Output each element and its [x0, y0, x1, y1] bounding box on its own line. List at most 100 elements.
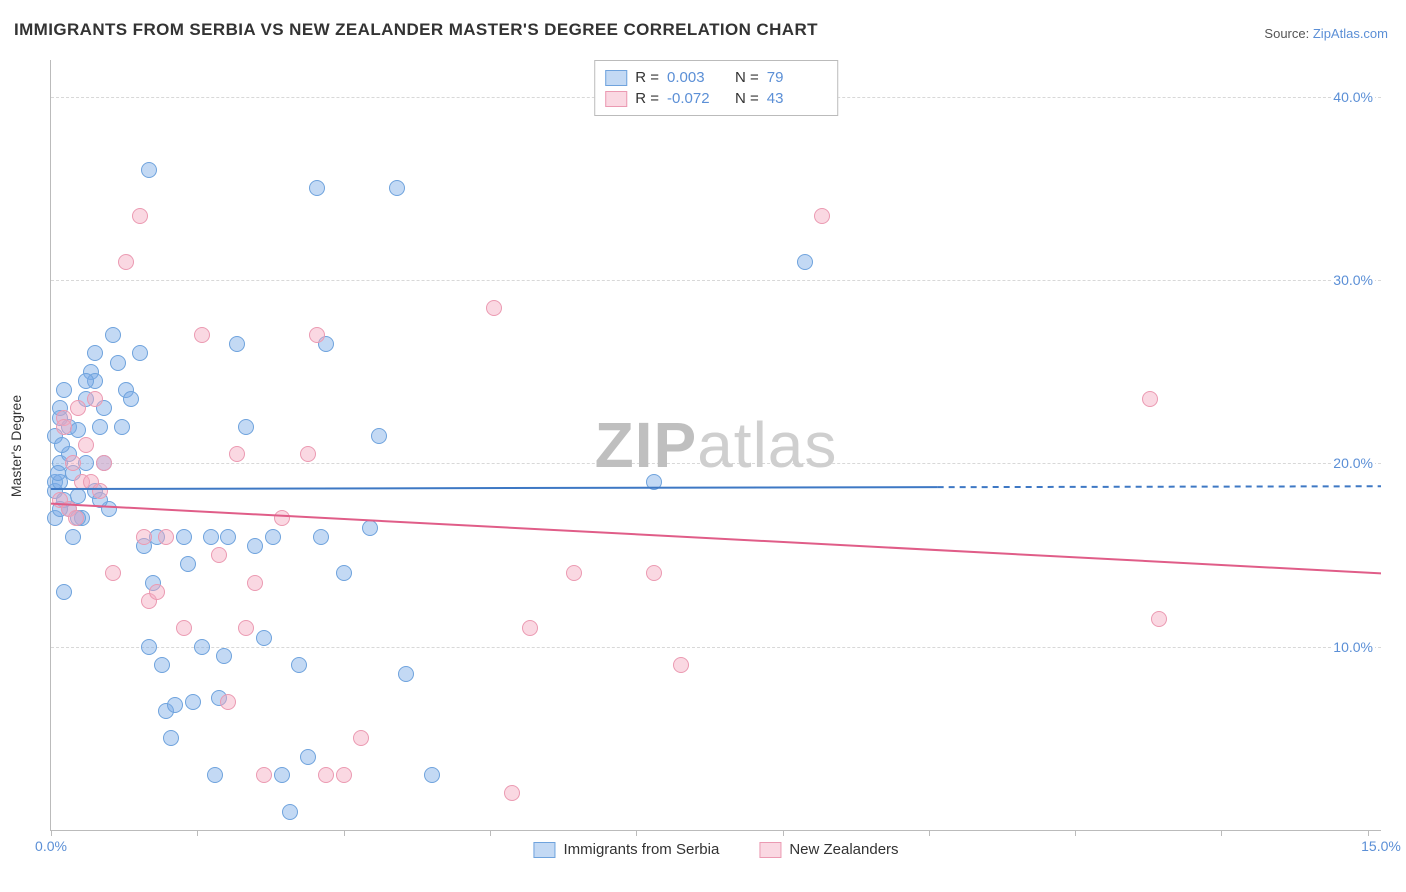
- scatter-point: [274, 767, 290, 783]
- scatter-point: [336, 767, 352, 783]
- legend-swatch-series-0: [533, 842, 555, 858]
- scatter-point: [211, 547, 227, 563]
- scatter-point: [207, 767, 223, 783]
- scatter-point: [132, 345, 148, 361]
- scatter-point: [185, 694, 201, 710]
- scatter-point: [70, 400, 86, 416]
- watermark: ZIPatlas: [595, 408, 838, 482]
- bottom-legend-label-0: Immigrants from Serbia: [563, 841, 719, 858]
- scatter-point: [238, 419, 254, 435]
- x-tick-mark: [636, 830, 637, 836]
- scatter-point: [398, 666, 414, 682]
- watermark-rest: atlas: [697, 409, 837, 481]
- source-link[interactable]: ZipAtlas.com: [1313, 26, 1388, 41]
- scatter-point: [309, 180, 325, 196]
- scatter-point: [300, 749, 316, 765]
- legend-r-value-0: 0.003: [667, 69, 727, 86]
- scatter-point: [65, 529, 81, 545]
- plot-area: ZIPatlas R = 0.003 N = 79 R = -0.072 N =…: [50, 60, 1381, 831]
- x-tick-mark: [490, 830, 491, 836]
- scatter-point: [504, 785, 520, 801]
- scatter-point: [141, 162, 157, 178]
- scatter-point: [318, 767, 334, 783]
- scatter-point: [1142, 391, 1158, 407]
- chart-container: IMMIGRANTS FROM SERBIA VS NEW ZEALANDER …: [0, 0, 1406, 892]
- scatter-point: [114, 419, 130, 435]
- y-tick-label: 20.0%: [1331, 455, 1375, 471]
- bottom-legend-item: Immigrants from Serbia: [533, 841, 719, 858]
- scatter-point: [797, 254, 813, 270]
- scatter-point: [522, 620, 538, 636]
- legend-n-value-0: 79: [767, 69, 827, 86]
- scatter-point: [56, 382, 72, 398]
- scatter-point: [141, 639, 157, 655]
- x-tick-mark: [51, 830, 52, 836]
- trend-lines-layer: [51, 60, 1381, 830]
- scatter-point: [220, 529, 236, 545]
- scatter-point: [123, 391, 139, 407]
- scatter-point: [216, 648, 232, 664]
- scatter-point: [300, 446, 316, 462]
- bottom-legend-label-1: New Zealanders: [789, 841, 898, 858]
- scatter-point: [203, 529, 219, 545]
- y-tick-label: 40.0%: [1331, 89, 1375, 105]
- scatter-point: [87, 345, 103, 361]
- y-axis-label: Master's Degree: [8, 395, 24, 497]
- legend-swatch-series-1: [605, 91, 627, 107]
- watermark-bold: ZIP: [595, 409, 698, 481]
- source-label: Source:: [1264, 26, 1309, 41]
- gridline: [51, 647, 1381, 648]
- legend-swatch-series-0: [605, 70, 627, 86]
- scatter-point: [566, 565, 582, 581]
- scatter-point: [56, 419, 72, 435]
- scatter-point: [136, 529, 152, 545]
- scatter-point: [180, 556, 196, 572]
- scatter-point: [220, 694, 236, 710]
- scatter-point: [247, 538, 263, 554]
- legend-r-value-1: -0.072: [667, 90, 727, 107]
- legend-swatch-series-1: [759, 842, 781, 858]
- scatter-point: [486, 300, 502, 316]
- scatter-point: [309, 327, 325, 343]
- x-tick-mark: [929, 830, 930, 836]
- scatter-point: [389, 180, 405, 196]
- source-attribution: Source: ZipAtlas.com: [1264, 26, 1388, 41]
- scatter-point: [132, 208, 148, 224]
- x-tick-mark: [1368, 830, 1369, 836]
- scatter-point: [291, 657, 307, 673]
- x-tick-mark: [783, 830, 784, 836]
- scatter-point: [54, 437, 70, 453]
- scatter-point: [154, 657, 170, 673]
- scatter-point: [92, 419, 108, 435]
- scatter-point: [1151, 611, 1167, 627]
- scatter-point: [646, 474, 662, 490]
- x-tick-label: 15.0%: [1361, 838, 1401, 854]
- scatter-point: [673, 657, 689, 673]
- legend-stats-row: R = -0.072 N = 43: [605, 88, 827, 109]
- x-tick-mark: [344, 830, 345, 836]
- scatter-point: [336, 565, 352, 581]
- scatter-point: [646, 565, 662, 581]
- scatter-point: [65, 455, 81, 471]
- scatter-point: [238, 620, 254, 636]
- scatter-point: [149, 584, 165, 600]
- scatter-point: [362, 520, 378, 536]
- scatter-point: [371, 428, 387, 444]
- trend-line: [51, 487, 938, 489]
- legend-n-label: N =: [735, 69, 759, 86]
- scatter-point: [92, 483, 108, 499]
- scatter-point: [194, 327, 210, 343]
- gridline: [51, 463, 1381, 464]
- legend-r-label: R =: [635, 69, 659, 86]
- scatter-point: [110, 355, 126, 371]
- chart-title: IMMIGRANTS FROM SERBIA VS NEW ZEALANDER …: [14, 20, 818, 40]
- legend-r-label: R =: [635, 90, 659, 107]
- x-tick-mark: [1075, 830, 1076, 836]
- scatter-point: [163, 730, 179, 746]
- scatter-point: [194, 639, 210, 655]
- scatter-point: [814, 208, 830, 224]
- scatter-point: [282, 804, 298, 820]
- scatter-point: [158, 529, 174, 545]
- x-tick-mark: [197, 830, 198, 836]
- scatter-point: [56, 584, 72, 600]
